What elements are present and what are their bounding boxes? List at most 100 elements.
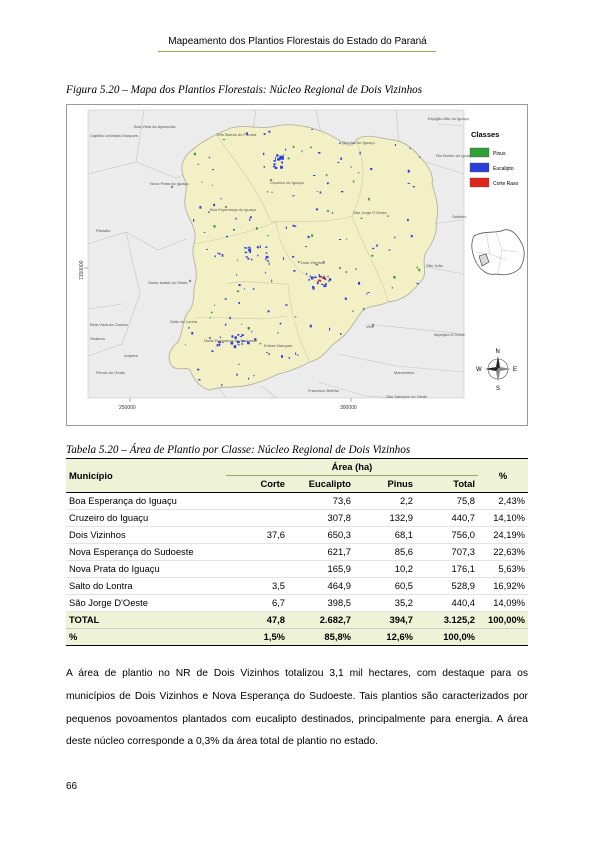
pine-patch [360,217,363,219]
eucalyptus-patch [197,368,200,371]
town-perola-do-oeste: Pérola do Oeste [96,370,126,375]
map-ticks [84,267,352,402]
eucalyptus-patch [273,163,275,165]
eucalyptus-patch [312,286,315,288]
map-area: Boa Vista da Aparecida Três Barras do Pa… [79,109,473,411]
eucalyptus-patch [318,274,320,277]
cell-pinus: 60,5 [354,577,416,595]
eucalyptus-patch [285,148,287,151]
eucalyptus-patch [341,191,344,193]
pine-patch [213,225,216,228]
eucalyptus-patch [285,226,287,229]
eucalyptus-patch [324,283,327,286]
eucalyptus-patch [265,246,268,248]
x-tick-250000: 250000 [119,405,136,411]
pine-patch [317,264,318,266]
pine-patch [416,266,418,269]
cell-pinus: 132,9 [354,509,416,527]
pine-patch [352,180,355,183]
town-quedas-do-iguacu: Quedas do Iguaçu [342,140,375,145]
eucalyptus-patch [319,191,322,194]
eucalyptus-patch [203,232,206,233]
cell-pinus: 85,6 [354,543,416,561]
eucalyptus-patch [296,354,299,356]
cell-total-pinus: 394,7 [354,611,416,629]
eucalyptus-patch [295,352,297,355]
compass-e: E [513,367,517,373]
eucalyptus-patch [372,247,375,250]
eucalyptus-patch [211,350,214,352]
eucalyptus-patch [322,261,325,263]
figure-caption: Figura 5.20 – Mapa dos Plantios Floresta… [66,84,423,96]
cell-corte [226,560,288,578]
cell-municipio: Boa Esperança do Iguaçu [66,492,226,510]
eucalyptus-patch [268,130,271,133]
eucalyptus-patch [309,275,312,277]
table-row: Dois Vizinhos 37,6 650,3 68,1 756,0 24,1… [66,526,528,544]
town-tres-barras-do-parana: Três Barras do Paraná [216,132,257,137]
legend-swatch-pinus [469,147,490,158]
eucalyptus-patch [193,219,195,222]
cell-municipio: Nova Esperança do Sudoeste [66,543,226,561]
eucalyptus-patch [219,336,221,339]
eucalyptus-patch [309,324,312,328]
eucalyptus-patch [281,155,284,159]
eucalyptus-patch [359,151,361,155]
eucalyptus-patch [208,211,210,214]
eucalyptus-patch [323,284,326,287]
cell-total-percent: 100,00% [478,611,528,629]
cell-total-corte: 47,8 [226,611,288,629]
eucalyptus-patch [236,343,238,345]
eucalyptus-patch [285,304,288,306]
pine-patch [310,146,312,149]
eucalyptus-patch [282,154,285,156]
eucalyptus-patch [394,236,396,239]
clearcut-patch [324,278,327,281]
eucalyptus-patch [350,166,352,168]
eucalyptus-patch [306,272,308,275]
eucalyptus-patch [267,191,269,193]
forest-plantation-map: Boa Vista da Aparecida Três Barras do Pa… [66,104,528,426]
eucalyptus-patch [293,270,296,272]
eucalyptus-patch [292,224,295,227]
eucalyptus-patch [212,169,214,171]
eucalyptus-patch [265,257,267,261]
town-sao-salvador-do-oeste: São Salvador do Oeste [386,394,428,399]
header-percent: % [478,458,528,493]
legend-title: Classes [471,130,499,139]
eucalyptus-patch [241,340,245,342]
pine-patch [222,139,226,141]
eucalyptus-patch [273,160,276,162]
pine-patch [418,268,421,272]
cell-percent: 24,19% [478,526,528,544]
eucalyptus-patch [218,343,221,346]
eucalyptus-patch [326,182,329,185]
cell-eucalipto: 307,8 [288,509,354,527]
eucalyptus-patch [241,323,243,325]
pine-patch [247,326,250,330]
cell-eucalipto: 73,6 [288,492,354,510]
eucalyptus-patch [238,343,240,346]
cell-total: 528,9 [416,577,478,595]
eucalyptus-patch [213,203,216,207]
cell-total: 707,3 [416,543,478,561]
pine-patch [255,227,258,230]
eucalyptus-patch [244,247,248,249]
cell-eucalipto: 398,5 [288,594,354,612]
pine-patch [326,174,328,177]
pine-patch [184,344,186,346]
north-arrow-icon: N S E W [476,349,517,392]
eucalyptus-patch [247,257,250,260]
town-sao-jorge-doeste: São Jorge D'Oeste [353,210,387,215]
cell-corte [226,543,288,561]
cell-eucalipto: 464,9 [288,577,354,595]
cell-total: 756,0 [416,526,478,544]
eucalyptus-patch [235,217,237,220]
eucalyptus-patch [271,279,273,283]
eucalyptus-patch [197,163,199,165]
pine-patch [346,238,348,240]
town-boa-vista-da-aparecida: Boa Vista da Aparecida [134,124,176,129]
cell-corte [226,492,288,510]
eucalyptus-patch [253,374,255,377]
cell-eucalipto: 165,9 [288,560,354,578]
